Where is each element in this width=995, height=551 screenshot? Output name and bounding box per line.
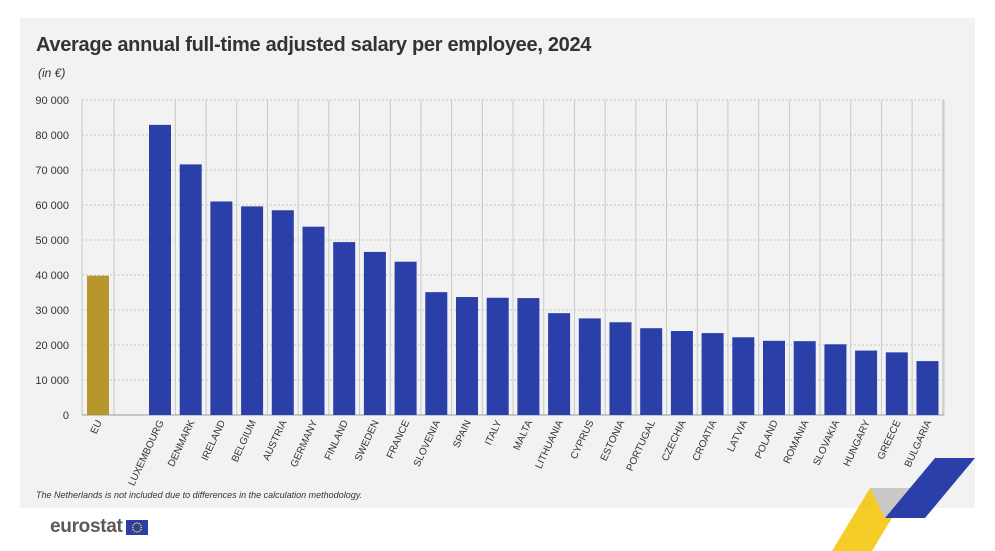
bar-cyprus bbox=[578, 318, 601, 415]
bar-finland bbox=[333, 242, 356, 415]
unit-label: (in €) bbox=[38, 66, 66, 80]
bar-greece bbox=[885, 352, 908, 415]
y-tick-label: 90 000 bbox=[35, 95, 69, 107]
bar-germany bbox=[302, 226, 325, 415]
bar-poland bbox=[763, 340, 785, 415]
bar-ireland bbox=[210, 201, 233, 415]
bar-spain bbox=[456, 297, 478, 415]
y-tick-label: 20 000 bbox=[35, 340, 69, 352]
bar-hungary bbox=[855, 350, 878, 415]
footnote: The Netherlands is not included due to d… bbox=[36, 490, 363, 500]
eurostat-logo: eurostat bbox=[50, 516, 148, 538]
y-tick-label: 40 000 bbox=[35, 270, 69, 282]
bar-france bbox=[394, 261, 417, 415]
logo-text: eurostat bbox=[50, 516, 123, 537]
bar-malta bbox=[517, 298, 540, 415]
bar-croatia bbox=[701, 333, 724, 415]
y-tick-label: 0 bbox=[63, 410, 69, 422]
y-tick-label: 80 000 bbox=[35, 130, 69, 142]
y-tick-label: 30 000 bbox=[35, 305, 69, 317]
bar-slovenia bbox=[425, 292, 448, 415]
bar-portugal bbox=[640, 328, 663, 415]
x-tick-label: EU bbox=[89, 419, 105, 436]
bar-austria bbox=[271, 210, 294, 415]
bar-eu bbox=[87, 275, 109, 415]
bar-latvia bbox=[732, 337, 755, 415]
eu-flag-icon bbox=[125, 519, 148, 535]
bar-romania bbox=[793, 341, 816, 415]
y-tick-label: 60 000 bbox=[35, 200, 69, 212]
bar-slovakia bbox=[824, 344, 847, 415]
bar-sweden bbox=[363, 251, 386, 415]
y-tick-label: 10 000 bbox=[35, 375, 69, 387]
chart-title: Average annual full-time adjusted salary… bbox=[36, 34, 592, 56]
y-tick-label: 50 000 bbox=[35, 235, 69, 247]
bar-belgium bbox=[241, 206, 264, 415]
bar-denmark bbox=[179, 164, 202, 415]
bar-italy bbox=[486, 297, 509, 415]
bar-luxembourg bbox=[149, 124, 171, 415]
bar-lithuania bbox=[548, 313, 571, 415]
bar-estonia bbox=[609, 322, 632, 415]
bar-bulgaria bbox=[916, 361, 939, 415]
bar-czechia bbox=[670, 331, 693, 415]
y-tick-label: 70 000 bbox=[35, 165, 69, 177]
